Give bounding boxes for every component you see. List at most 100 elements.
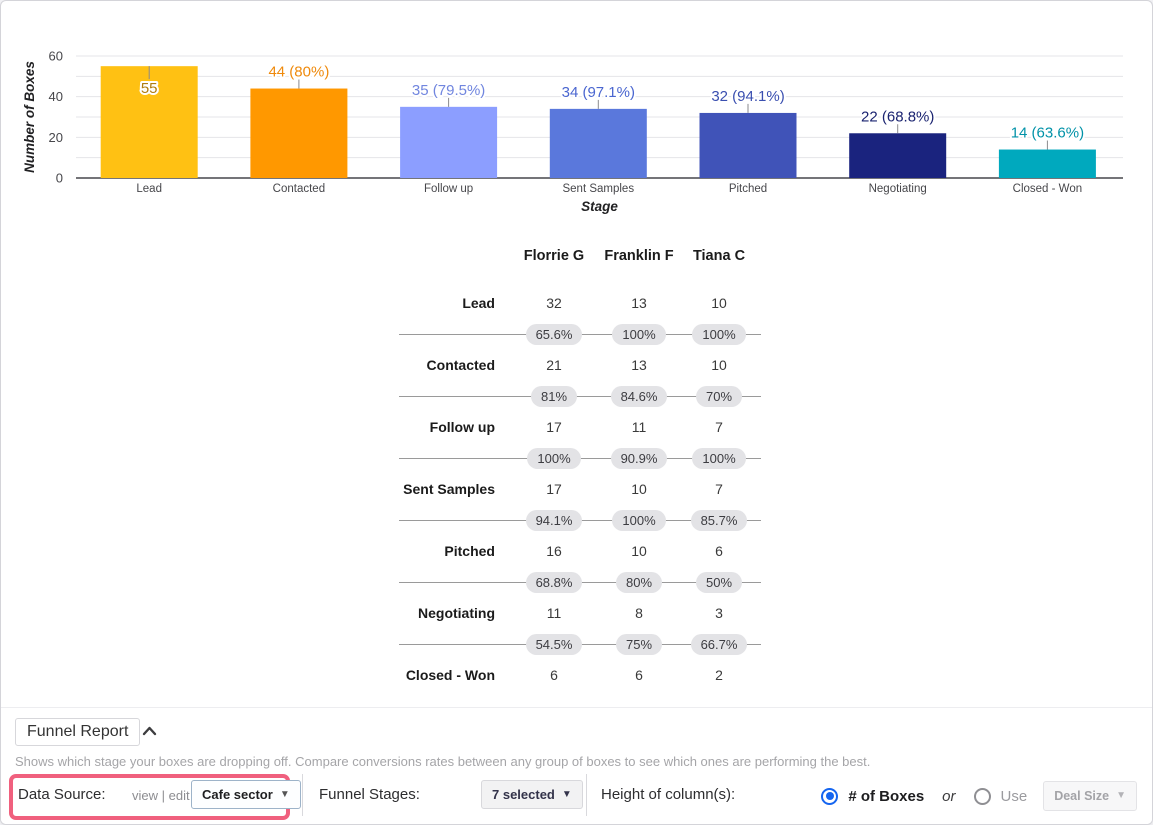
stage-count: 10 <box>631 481 647 497</box>
bar-value-label: 35 (79.5%) <box>412 82 485 99</box>
stage-count: 7 <box>715 481 723 497</box>
conversion-row: 100% 90.9% 100% <box>399 443 761 473</box>
conversion-row: 94.1% 100% 85.7% <box>399 505 761 535</box>
data-source-dropdown-value: Cafe sector <box>202 787 273 802</box>
stage-count: 13 <box>631 357 647 373</box>
conversion-row: 68.8% 80% 50% <box>399 567 761 597</box>
bar-lead[interactable] <box>100 66 198 178</box>
matrix-stage-row: Pitched 16 10 6 <box>399 535 761 567</box>
chevron-down-icon: ▼ <box>1116 790 1126 801</box>
y-tick-label: 60 <box>49 49 63 64</box>
y-axis-title: Number of Boxes <box>22 61 37 173</box>
bar-value-label: 14 (63.6%) <box>1011 125 1084 142</box>
stage-name: Follow up <box>429 419 495 435</box>
stage-count: 6 <box>715 543 723 559</box>
stage-count: 7 <box>715 419 723 435</box>
y-tick-label: 0 <box>56 171 63 186</box>
conversion-pill: 100% <box>692 323 746 345</box>
stage-count: 2 <box>715 667 723 683</box>
stage-count: 6 <box>550 667 558 683</box>
bar-pitched[interactable] <box>699 112 797 178</box>
bar-value-label: 32 (94.1%) <box>711 88 784 105</box>
data-source-label: Data Source: <box>18 786 106 803</box>
matrix-column-header: Florrie G <box>523 248 585 264</box>
bar-value-label: 55 <box>141 80 158 97</box>
report-controls: Data Source: view | edit Cafe sector ▼ F… <box>1 772 1152 824</box>
stage-count: 17 <box>546 481 562 497</box>
conversion-row: 54.5% 75% 66.7% <box>399 629 761 659</box>
funnel-report-panel: Funnel Report Shows which stage your box… <box>1 707 1152 824</box>
conversion-row: 65.6% 100% 100% <box>399 319 761 349</box>
conversion-pill: 70% <box>695 385 743 407</box>
matrix-column-header: Franklin F <box>604 248 674 264</box>
conversion-pill: 85.7% <box>690 509 748 531</box>
stage-count: 17 <box>546 419 562 435</box>
stage-name: Pitched <box>444 543 495 559</box>
stage-name: Negotiating <box>418 605 495 621</box>
matrix-header-row: Florrie G Franklin F Tiana C <box>399 241 761 271</box>
num-boxes-radio-label[interactable]: # of Boxes <box>848 787 925 805</box>
num-boxes-radio[interactable] <box>821 787 839 805</box>
use-radio-label[interactable]: Use <box>1000 787 1028 805</box>
stage-count: 11 <box>546 605 562 621</box>
stage-name: Closed - Won <box>405 667 495 683</box>
stage-count: 21 <box>546 357 562 373</box>
x-tick-label: Negotiating <box>869 183 927 195</box>
matrix-stage-row: Negotiating 11 8 3 <box>399 597 761 629</box>
matrix-stage-row: Lead 32 13 10 <box>399 287 761 319</box>
deal-size-dropdown-value: Deal Size <box>1054 789 1110 803</box>
data-source-dropdown[interactable]: Cafe sector ▼ <box>191 780 301 809</box>
stage-count: 10 <box>631 543 647 559</box>
height-of-columns-options: # of Boxes or Use Deal Size ▼ <box>821 781 1137 811</box>
height-of-columns-label: Height of column(s): <box>601 786 736 803</box>
conversion-pill: 54.5% <box>525 633 583 655</box>
matrix-stage-row: Contacted 21 13 10 <box>399 349 761 381</box>
bar-follow-up[interactable] <box>400 106 498 178</box>
conversion-pill: 65.6% <box>525 323 583 345</box>
conversion-pill: 50% <box>695 571 743 593</box>
view-edit-separator: | <box>161 788 166 803</box>
bar-sent-samples[interactable] <box>549 108 647 178</box>
bar-contacted[interactable] <box>250 88 348 178</box>
stage-name: Lead <box>462 295 495 311</box>
stage-count: 6 <box>635 667 643 683</box>
or-text: or <box>942 787 956 805</box>
conversion-pill: 90.9% <box>610 447 668 469</box>
conversion-matrix: Florrie G Franklin F Tiana C Lead 32 13 10 65.6… <box>399 241 761 691</box>
bar-closed-won[interactable] <box>998 149 1096 178</box>
report-description: Shows which stage your boxes are droppin… <box>15 754 871 769</box>
conversion-pill: 84.6% <box>610 385 668 407</box>
collapse-chevron-icon[interactable] <box>142 725 157 737</box>
deal-size-dropdown[interactable]: Deal Size ▼ <box>1043 781 1137 811</box>
conversion-pill: 81% <box>530 385 578 407</box>
edit-link[interactable]: edit <box>168 788 190 803</box>
funnel-stages-dropdown-value: 7 selected <box>492 787 555 802</box>
x-axis-title: Stage <box>581 199 618 214</box>
conversion-pill: 100% <box>612 323 666 345</box>
conversion-pill: 68.8% <box>525 571 583 593</box>
conversion-pill: 100% <box>612 509 666 531</box>
x-tick-label: Pitched <box>729 183 767 195</box>
stage-count: 11 <box>631 419 647 435</box>
stage-count: 16 <box>546 543 562 559</box>
funnel-stages-label: Funnel Stages: <box>319 786 420 803</box>
x-tick-label: Lead <box>136 183 162 195</box>
bar-negotiating[interactable] <box>849 133 947 178</box>
use-deal-size-radio[interactable] <box>973 787 991 805</box>
funnel-stages-dropdown[interactable]: 7 selected ▼ <box>481 780 583 809</box>
divider <box>586 774 587 816</box>
bar-value-label: 44 (80%) <box>268 64 329 81</box>
conversion-rule-line <box>399 396 761 397</box>
stage-count: 13 <box>631 295 647 311</box>
stage-count: 10 <box>711 357 727 373</box>
chevron-down-icon: ▼ <box>279 788 290 800</box>
conversion-pill: 100% <box>692 447 746 469</box>
view-link[interactable]: view <box>132 788 159 803</box>
stage-count: 8 <box>635 605 643 621</box>
divider <box>302 774 303 816</box>
y-tick-label: 40 <box>49 89 63 104</box>
stage-name: Contacted <box>426 357 495 373</box>
x-tick-label: Contacted <box>273 183 325 195</box>
report-title: Funnel Report <box>15 718 141 746</box>
